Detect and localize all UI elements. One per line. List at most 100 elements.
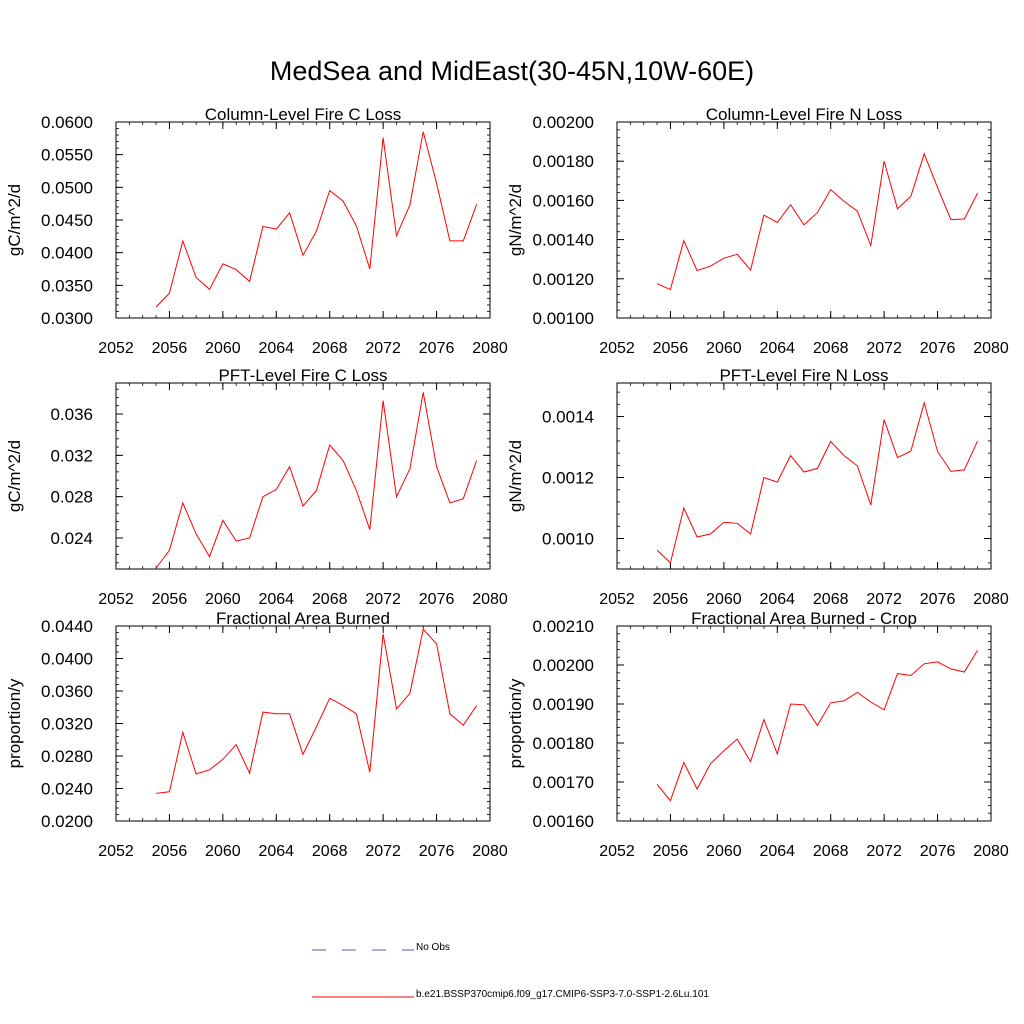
y-tick-label: 0.0360 [41,682,93,701]
chart-panel: 2052 2056 2060 2064 2068 2072 2076 2080 0.00160 0… [506,609,1009,860]
series-line [155,131,478,308]
x-tick-label: 2056 [653,591,689,608]
x-tick-label: 2064 [759,340,795,357]
y-tick-label: 0.0240 [41,780,93,799]
series-line [656,400,979,564]
y-tick-label: 0.032 [50,446,93,465]
panel-title: Column-Level Fire N Loss [706,105,903,124]
y-axis-label: gN/m^2/d [506,184,525,256]
y-tick-label: 0.0400 [41,244,93,263]
panel-title: PFT-Level Fire C Loss [218,366,387,385]
y-tick-label: 0.0400 [41,650,93,669]
x-tick-label: 2080 [472,340,508,357]
x-tick-label: 2072 [365,591,401,608]
x-tick-label: 2064 [258,591,294,608]
panel-title: Fractional Area Burned [216,609,390,628]
y-tick-label: 0.0320 [41,715,93,734]
x-tick-label: 2072 [866,843,902,860]
y-tick-label: 0.00100 [533,309,594,328]
y-tick-label: 0.0010 [542,530,594,549]
x-tick-label: 2056 [653,843,689,860]
plot-frame [115,625,491,822]
y-tick-label: 0.00200 [533,113,594,132]
x-tick-label: 2072 [365,843,401,860]
x-tick-label: 2060 [706,843,742,860]
x-tick-label: 2080 [472,591,508,608]
x-tick-label: 2076 [920,591,956,608]
x-tick-label: 2060 [205,843,241,860]
y-tick-label: 0.00180 [533,152,594,171]
panel-title: Column-Level Fire C Loss [205,105,402,124]
x-tick-label: 2052 [599,843,635,860]
x-tick-label: 2060 [706,591,742,608]
y-tick-label: 0.0550 [41,146,93,165]
y-tick-label: 0.00140 [533,231,594,250]
x-tick-label: 2068 [813,843,849,860]
page-title: MedSea and MidEast(30-45N,10W-60E) [269,56,755,86]
x-tick-label: 2052 [98,591,134,608]
chart-panel: 2052 2056 2060 2064 2068 2072 2076 2080 0.024 0.0… [5,366,508,608]
y-tick-label: 0.00170 [533,773,594,792]
y-tick-label: 0.00160 [533,191,594,210]
x-tick-label: 2052 [599,591,635,608]
y-axis-label: proportion/y [506,678,525,768]
y-tick-label: 0.00180 [533,734,594,753]
x-tick-label: 2068 [813,591,849,608]
plot-frame [115,121,491,319]
x-tick-label: 2068 [813,340,849,357]
y-tick-label: 0.00160 [533,812,594,831]
x-tick-label: 2080 [973,340,1009,357]
legend-label-no-obs: No Obs [416,942,450,953]
x-tick-label: 2076 [419,591,455,608]
chart-panel: 2052 2056 2060 2064 2068 2072 2076 2080 0.00100 0… [506,105,1009,357]
y-tick-label: 0.0450 [41,211,93,230]
x-tick-label: 2056 [152,340,188,357]
legend-label-model-run: b.e21.BSSP370cmip6.f09_g17.CMIP6-SSP3-7.… [416,989,709,1000]
legend-item-no-obs: No Obs [312,942,912,957]
x-tick-label: 2072 [866,340,902,357]
x-tick-label: 2072 [365,340,401,357]
plot-frame [616,382,992,570]
x-tick-label: 2056 [653,340,689,357]
x-tick-label: 2080 [973,591,1009,608]
x-tick-label: 2060 [205,591,241,608]
series-line [155,392,478,569]
y-tick-label: 0.036 [50,405,93,424]
x-tick-label: 2052 [599,340,635,357]
series-line [156,628,478,794]
y-tick-label: 0.0600 [41,113,93,132]
y-axis-label: proportion/y [5,678,24,768]
y-tick-label: 0.0200 [41,812,93,831]
y-axis-label: gC/m^2/d [5,440,24,512]
y-tick-label: 0.00190 [533,695,594,714]
x-tick-label: 2064 [258,340,294,357]
x-tick-label: 2076 [419,340,455,357]
panel-title: Fractional Area Burned - Crop [691,609,917,628]
y-tick-label: 0.00210 [533,617,594,636]
legend-swatch-model-run [312,996,414,998]
y-tick-label: 0.0280 [41,747,93,766]
x-tick-label: 2076 [920,843,956,860]
legend-swatch-no-obs [312,949,414,951]
x-tick-label: 2060 [205,340,241,357]
x-tick-label: 2052 [98,843,134,860]
x-tick-label: 2080 [973,843,1009,860]
y-tick-label: 0.00200 [533,656,594,675]
legend-item-model-run: b.e21.BSSP370cmip6.f09_g17.CMIP6-SSP3-7.… [312,989,1012,1004]
y-tick-label: 0.0300 [41,309,93,328]
y-tick-label: 0.024 [50,529,93,548]
x-tick-label: 2056 [152,591,188,608]
y-tick-label: 0.0350 [41,276,93,295]
y-tick-label: 0.0014 [542,408,594,427]
x-tick-label: 2076 [920,340,956,357]
y-tick-label: 0.0440 [41,617,93,636]
y-tick-label: 0.0012 [542,469,594,488]
x-tick-label: 2064 [759,843,795,860]
chart-panel: 2052 2056 2060 2064 2068 2072 2076 2080 0.0010 0.… [506,366,1009,608]
y-tick-label: 0.00120 [533,270,594,289]
y-axis-label: gC/m^2/d [5,184,24,256]
x-tick-label: 2064 [759,591,795,608]
x-tick-label: 2068 [312,843,348,860]
series-line [656,152,979,291]
